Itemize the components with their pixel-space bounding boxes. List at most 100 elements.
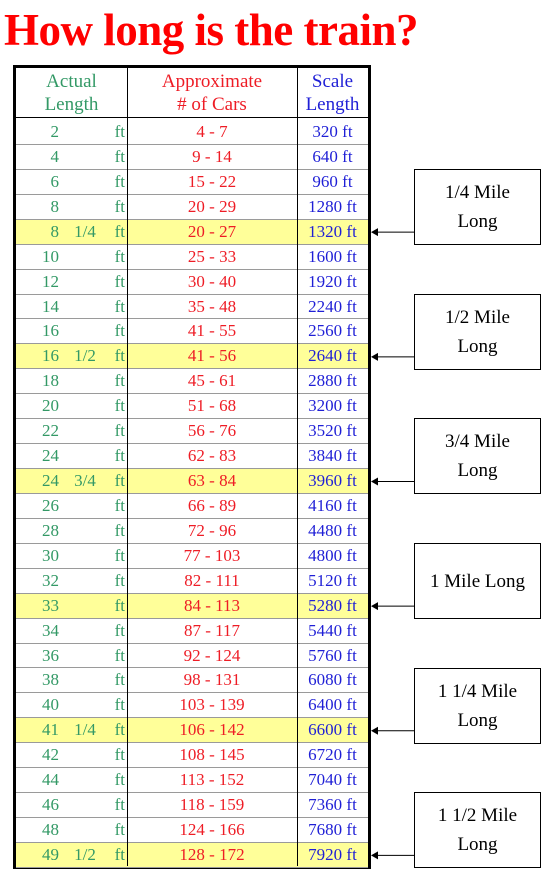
row-rule — [16, 492, 368, 494]
scale-length: 7680 ft — [308, 820, 357, 840]
table-row: 36 ft 92 - 124 5760 ft — [16, 644, 368, 669]
approx-cars: 124 - 166 — [179, 820, 245, 840]
actual-length: 42 — [42, 745, 59, 765]
actual-unit: ft — [114, 720, 125, 740]
table-row: 41 1/4 ft 106 - 142 6600 ft — [16, 718, 368, 744]
actual-length: 22 — [42, 421, 59, 441]
approx-cars: 103 - 139 — [179, 695, 245, 715]
callout-line: Long — [457, 709, 498, 731]
callout-line: Long — [457, 211, 498, 233]
row-rule — [16, 268, 368, 270]
actual-length: 38 — [42, 670, 59, 690]
table-row: 22 ft 56 - 76 3520 ft — [16, 419, 368, 445]
actual-unit: ft — [114, 446, 125, 466]
actual-length: 6 — [50, 171, 60, 191]
callout-line: 1 1/2 Mile — [437, 805, 518, 827]
actual-unit: ft — [114, 246, 125, 266]
row-rule — [16, 717, 368, 719]
row-rule — [16, 667, 368, 669]
actual-unit: ft — [114, 495, 125, 515]
row-rule — [16, 517, 368, 519]
callout-box: 1 1/2 Mile Long — [414, 792, 541, 869]
actual-unit: ft — [114, 146, 125, 166]
table-row: 28 ft 72 - 96 4480 ft — [16, 519, 368, 544]
actual-unit: ft — [114, 820, 125, 840]
callout-line: Long — [457, 834, 498, 856]
actual-length: 12 — [42, 271, 59, 291]
callout-line: 1 1/4 Mile — [437, 680, 518, 702]
approx-cars: 108 - 145 — [179, 745, 245, 765]
scale-length: 1920 ft — [308, 271, 357, 291]
table-row: 48 ft 124 - 166 7680 ft — [16, 818, 368, 843]
approx-cars: 41 - 56 — [187, 346, 237, 366]
callout-box: 1/4 Mile Long — [414, 169, 541, 246]
actual-unit: ft — [114, 695, 125, 715]
actual-unit: ft — [114, 844, 125, 864]
approx-cars: 45 - 61 — [187, 371, 237, 391]
arrow-head — [371, 228, 378, 237]
approx-cars: 62 - 83 — [187, 446, 237, 466]
arrow-head — [371, 851, 378, 860]
approx-cars: 118 - 159 — [179, 795, 245, 815]
arrow-head — [371, 477, 378, 486]
row-rule — [16, 742, 368, 744]
callout-line: 1/4 Mile — [445, 182, 510, 204]
table-row: 6 ft 15 - 22 960 ft — [16, 170, 368, 195]
scale-length: 640 ft — [312, 146, 353, 166]
scale-length: 6400 ft — [308, 695, 357, 715]
table-row: 10 ft 25 - 33 1600 ft — [16, 245, 368, 270]
approx-cars: 63 - 84 — [187, 471, 237, 491]
table-row: 34 ft 87 - 117 5440 ft — [16, 619, 368, 644]
actual-length: 8 — [50, 196, 60, 216]
scale-length: 5280 ft — [308, 595, 357, 615]
actual-fraction: 3/4 — [74, 471, 96, 491]
actual-fraction: 1/4 — [74, 221, 96, 241]
callout-line: Long — [457, 335, 498, 357]
table-row: 49 1/2 ft 128 - 172 7920 ft — [16, 842, 368, 868]
row-rule — [16, 318, 368, 320]
header-cell: Scale Length — [297, 68, 368, 118]
approx-cars: 98 - 131 — [183, 670, 241, 690]
actual-length: 33 — [42, 595, 59, 615]
approx-cars: 30 - 40 — [187, 271, 237, 291]
scale-length: 7040 ft — [308, 770, 357, 790]
row-rule — [16, 841, 368, 843]
row-rule — [16, 817, 368, 819]
actual-unit: ft — [114, 371, 125, 391]
arrow-head — [371, 352, 378, 361]
scale-length: 1600 ft — [308, 246, 357, 266]
callout-box: 3/4 Mile Long — [414, 418, 541, 495]
scale-length: 6720 ft — [308, 745, 357, 765]
approx-cars: 41 - 55 — [187, 321, 237, 341]
scale-length: 3520 ft — [308, 421, 357, 441]
approx-cars: 113 - 152 — [179, 770, 245, 790]
scale-length: 3840 ft — [308, 446, 357, 466]
title: How long is the train? — [4, 5, 419, 55]
column-rule — [297, 68, 298, 866]
actual-length: 8 — [50, 221, 60, 241]
actual-unit: ft — [114, 795, 125, 815]
callout-line: 1 Mile Long — [430, 570, 525, 592]
header-line: Length — [305, 94, 360, 115]
approx-cars: 20 - 29 — [187, 196, 237, 216]
actual-unit: ft — [114, 421, 125, 441]
approx-cars: 56 - 76 — [187, 421, 237, 441]
scale-length: 2880 ft — [308, 371, 357, 391]
actual-unit: ft — [114, 471, 125, 491]
approx-cars: 9 - 14 — [192, 146, 232, 166]
row-rule — [16, 866, 368, 868]
row-rule — [16, 193, 368, 195]
row-rule — [16, 443, 368, 445]
actual-unit: ft — [114, 770, 125, 790]
actual-length: 16 — [42, 321, 59, 341]
table-row: 8 1/4 ft 20 - 27 1320 ft — [16, 219, 368, 245]
actual-unit: ft — [114, 645, 125, 665]
table-row: 38 ft 98 - 131 6080 ft — [16, 668, 368, 694]
scale-length: 5760 ft — [308, 645, 357, 665]
approx-cars: 106 - 142 — [179, 720, 245, 740]
callout-line: Long — [457, 460, 498, 482]
actual-unit: ft — [114, 745, 125, 765]
actual-unit: ft — [114, 396, 125, 416]
